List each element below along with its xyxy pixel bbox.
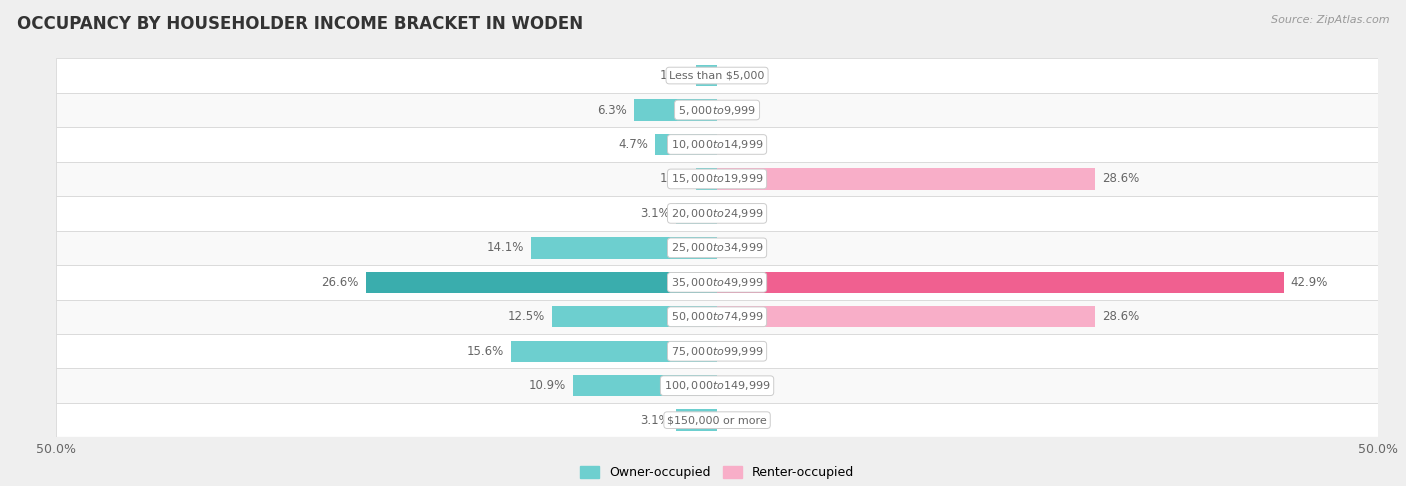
Bar	[56, 93, 1378, 127]
Text: 28.6%: 28.6%	[1102, 173, 1139, 186]
Text: $75,000 to $99,999: $75,000 to $99,999	[671, 345, 763, 358]
Text: 28.6%: 28.6%	[1102, 310, 1139, 323]
Bar	[530, 237, 717, 259]
Bar	[717, 272, 1284, 293]
Text: 15.6%: 15.6%	[467, 345, 505, 358]
Bar	[696, 65, 717, 86]
Text: 1.6%: 1.6%	[659, 173, 689, 186]
Text: $15,000 to $19,999: $15,000 to $19,999	[671, 173, 763, 186]
Text: $150,000 or more: $150,000 or more	[668, 415, 766, 425]
Bar	[56, 127, 1378, 162]
Text: $10,000 to $14,999: $10,000 to $14,999	[671, 138, 763, 151]
Bar	[676, 203, 717, 224]
Bar	[56, 231, 1378, 265]
Bar	[56, 299, 1378, 334]
Bar	[56, 162, 1378, 196]
Bar	[655, 134, 717, 155]
Bar	[574, 375, 717, 397]
Bar	[510, 341, 717, 362]
Bar	[56, 58, 1378, 93]
Text: 3.1%: 3.1%	[640, 207, 669, 220]
Bar	[634, 99, 717, 121]
Text: 10.9%: 10.9%	[529, 379, 567, 392]
Text: $20,000 to $24,999: $20,000 to $24,999	[671, 207, 763, 220]
Text: 0.0%: 0.0%	[730, 414, 759, 427]
Bar	[56, 403, 1378, 437]
Text: $50,000 to $74,999: $50,000 to $74,999	[671, 310, 763, 323]
Bar	[366, 272, 717, 293]
Legend: Owner-occupied, Renter-occupied: Owner-occupied, Renter-occupied	[575, 461, 859, 484]
Bar	[56, 265, 1378, 299]
Text: 3.1%: 3.1%	[640, 414, 669, 427]
Text: 1.6%: 1.6%	[659, 69, 689, 82]
Text: 0.0%: 0.0%	[730, 138, 759, 151]
Text: $25,000 to $34,999: $25,000 to $34,999	[671, 242, 763, 254]
Text: 0.0%: 0.0%	[730, 104, 759, 117]
Text: Source: ZipAtlas.com: Source: ZipAtlas.com	[1271, 15, 1389, 25]
Text: 12.5%: 12.5%	[508, 310, 546, 323]
Text: $100,000 to $149,999: $100,000 to $149,999	[664, 379, 770, 392]
Text: $35,000 to $49,999: $35,000 to $49,999	[671, 276, 763, 289]
Text: 6.3%: 6.3%	[598, 104, 627, 117]
Text: 0.0%: 0.0%	[730, 379, 759, 392]
Bar	[696, 168, 717, 190]
Text: $5,000 to $9,999: $5,000 to $9,999	[678, 104, 756, 117]
Bar	[717, 168, 1095, 190]
Text: 0.0%: 0.0%	[730, 345, 759, 358]
Text: 0.0%: 0.0%	[730, 242, 759, 254]
Text: 4.7%: 4.7%	[619, 138, 648, 151]
Text: 14.1%: 14.1%	[486, 242, 524, 254]
Bar	[676, 410, 717, 431]
Bar	[56, 334, 1378, 368]
Text: 42.9%: 42.9%	[1291, 276, 1329, 289]
Bar	[717, 306, 1095, 328]
Text: 0.0%: 0.0%	[730, 69, 759, 82]
Bar	[56, 368, 1378, 403]
Bar	[56, 196, 1378, 231]
Text: 0.0%: 0.0%	[730, 207, 759, 220]
Text: Less than $5,000: Less than $5,000	[669, 70, 765, 81]
Text: 26.6%: 26.6%	[322, 276, 359, 289]
Text: OCCUPANCY BY HOUSEHOLDER INCOME BRACKET IN WODEN: OCCUPANCY BY HOUSEHOLDER INCOME BRACKET …	[17, 15, 583, 33]
Bar	[551, 306, 717, 328]
